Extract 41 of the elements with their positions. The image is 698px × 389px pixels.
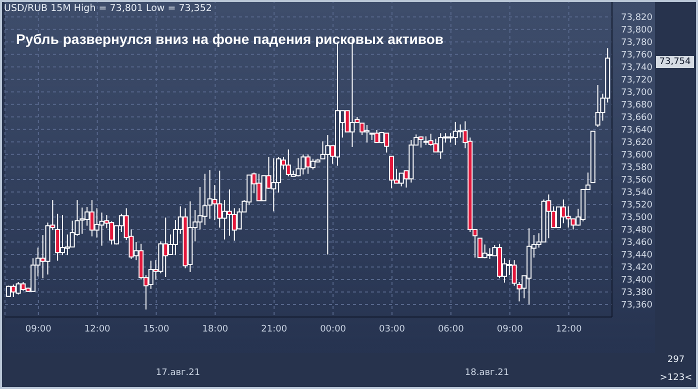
text: 17.авг.21 xyxy=(154,367,202,379)
x-tick-label: 09:00 xyxy=(25,324,52,334)
y-tick-label: 73,500 xyxy=(621,213,653,224)
y-tick-label: 73,680 xyxy=(621,100,653,111)
x-tick-label: 06:00 xyxy=(438,324,464,334)
text: Рубль развернулся вниз на фоне падения рисковых активов xyxy=(16,31,444,47)
y-tick-label: 73,620 xyxy=(621,138,653,148)
y-tick-label: 73,700 xyxy=(621,88,653,98)
y-tick-label: 73,780 xyxy=(621,38,653,48)
y-tick-label: 73,820 xyxy=(621,13,653,24)
y-tick-label: 73,420 xyxy=(621,263,653,274)
x-tick-label: 00:00 xyxy=(320,324,346,334)
y-tick-label: 73,360 xyxy=(621,300,653,311)
x-tick-label: 12:00 xyxy=(556,324,582,334)
x-tick-label: 09:00 xyxy=(496,324,524,334)
y-tick-label: 73,580 xyxy=(621,163,653,174)
y-tick-label: 73,740 xyxy=(621,63,653,74)
y-tick-label: 73,600 xyxy=(621,150,653,161)
text: 18.авг.21 xyxy=(464,367,510,379)
text: >123< xyxy=(658,372,694,384)
x-tick-label: 03:00 xyxy=(379,324,406,334)
y-tick-label: 73,800 xyxy=(621,26,653,36)
x-tick-label: 12:00 xyxy=(84,324,111,334)
y-tick-label: 73,560 xyxy=(621,176,653,186)
y-tick-label: 73,760 xyxy=(621,50,653,61)
text: 297 xyxy=(666,354,686,366)
y-tick-label: 73,460 xyxy=(621,238,653,248)
x-tick-label: 15:00 xyxy=(143,324,170,334)
y-tick-label: 73,380 xyxy=(621,288,653,298)
x-tick-label: 18:00 xyxy=(202,324,228,334)
y-tick-label: 73,440 xyxy=(621,250,653,261)
x-tick-label: 21:00 xyxy=(261,324,288,334)
text: 73,754 xyxy=(656,56,694,68)
y-tick-label: 73,540 xyxy=(621,188,653,198)
y-tick-label: 73,520 xyxy=(621,200,653,211)
chart-subtitle: USD/RUB 15M High = 73,801 Low = 73,352 xyxy=(4,3,212,14)
y-tick-label: 73,720 xyxy=(621,76,653,86)
y-tick-label: 73,400 xyxy=(621,276,653,286)
y-tick-label: 73,480 xyxy=(621,226,653,236)
y-tick-label: 73,660 xyxy=(621,113,653,124)
y-tick-label: 73,640 xyxy=(621,126,653,136)
